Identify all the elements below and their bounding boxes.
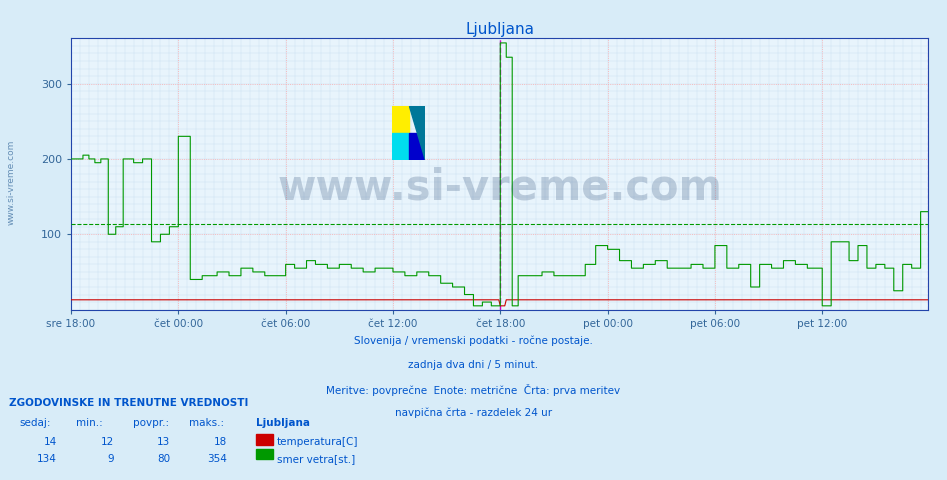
Title: Ljubljana: Ljubljana bbox=[465, 22, 534, 37]
Text: sedaj:: sedaj: bbox=[19, 418, 50, 428]
Text: ZGODOVINSKE IN TRENUTNE VREDNOSTI: ZGODOVINSKE IN TRENUTNE VREDNOSTI bbox=[9, 398, 249, 408]
Text: Meritve: povprečne  Enote: metrične  Črta: prva meritev: Meritve: povprečne Enote: metrične Črta:… bbox=[327, 384, 620, 396]
Text: temperatura[C]: temperatura[C] bbox=[277, 437, 358, 447]
Text: www.si-vreme.com: www.si-vreme.com bbox=[277, 167, 722, 209]
Text: 13: 13 bbox=[157, 437, 170, 447]
Bar bbox=[409, 133, 425, 160]
Text: Slovenija / vremenski podatki - ročne postaje.: Slovenija / vremenski podatki - ročne po… bbox=[354, 336, 593, 347]
Bar bbox=[392, 106, 409, 133]
Text: 354: 354 bbox=[207, 454, 227, 464]
Text: maks.:: maks.: bbox=[189, 418, 224, 428]
Text: 14: 14 bbox=[44, 437, 57, 447]
Text: 80: 80 bbox=[157, 454, 170, 464]
Text: navpična črta - razdelek 24 ur: navpična črta - razdelek 24 ur bbox=[395, 408, 552, 419]
Text: povpr.:: povpr.: bbox=[133, 418, 169, 428]
Text: www.si-vreme.com: www.si-vreme.com bbox=[7, 140, 16, 225]
Bar bbox=[392, 133, 409, 160]
Text: zadnja dva dni / 5 minut.: zadnja dva dni / 5 minut. bbox=[408, 360, 539, 370]
Text: 12: 12 bbox=[100, 437, 114, 447]
Text: min.:: min.: bbox=[76, 418, 102, 428]
Text: 134: 134 bbox=[37, 454, 57, 464]
Text: 18: 18 bbox=[214, 437, 227, 447]
Text: Ljubljana: Ljubljana bbox=[256, 418, 310, 428]
Text: 9: 9 bbox=[107, 454, 114, 464]
Polygon shape bbox=[409, 106, 425, 160]
Text: smer vetra[st.]: smer vetra[st.] bbox=[277, 454, 355, 464]
